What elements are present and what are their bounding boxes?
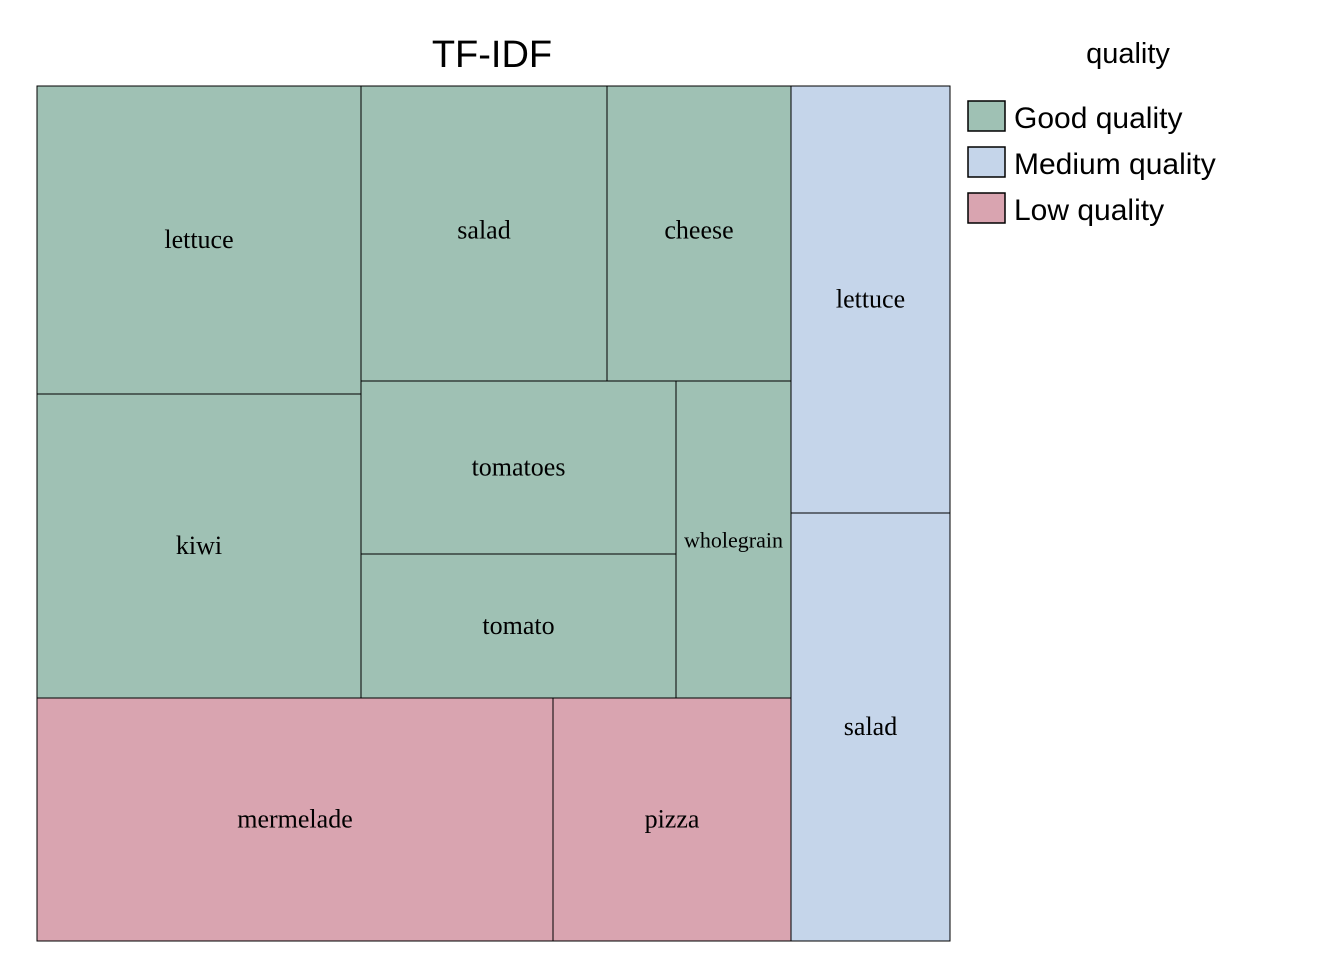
- tile-rect-good-kiwi: [36, 393, 362, 699]
- tile-label-good-cheese: cheese: [664, 216, 733, 245]
- tile-label-good-kiwi: kiwi: [176, 531, 222, 560]
- tile-rect-good-wholegrain: [675, 380, 792, 699]
- legend-label-good: Good quality: [1014, 102, 1182, 135]
- tile-label-medium-salad: salad: [844, 712, 897, 741]
- tile-good-salad: salad: [360, 85, 608, 382]
- tile-rect-low-mermelade: [36, 697, 554, 942]
- tile-label-good-lettuce: lettuce: [164, 225, 233, 254]
- legend-swatch-good: [967, 100, 1006, 132]
- legend-swatch-low: [967, 192, 1006, 224]
- legend-label-low: Low quality: [1014, 194, 1164, 227]
- legend-title: quality: [1086, 38, 1170, 70]
- tile-rect-good-tomato: [360, 553, 677, 699]
- tile-low-pizza: pizza: [552, 697, 792, 942]
- treemap-tiles: lettuce kiwi salad cheese tomatoes tomato whol…: [36, 85, 951, 942]
- tile-label-good-wholegrain: wholegrain: [684, 528, 783, 553]
- tile-good-wholegrain: wholegrain: [675, 380, 792, 699]
- tile-good-lettuce: lettuce: [36, 85, 362, 395]
- tile-label-good-salad: salad: [457, 216, 510, 245]
- tile-good-cheese: cheese: [606, 85, 792, 382]
- tile-label-medium-lettuce: lettuce: [836, 285, 905, 314]
- tile-good-kiwi: kiwi: [36, 393, 362, 699]
- tile-good-tomatoes: tomatoes: [360, 380, 677, 555]
- tile-label-low-mermelade: mermelade: [237, 805, 353, 834]
- tile-rect-good-cheese: [606, 85, 792, 382]
- legend-item-low: Low quality: [967, 192, 1164, 227]
- tile-low-mermelade: mermelade: [36, 697, 554, 942]
- tile-rect-good-salad: [360, 85, 608, 382]
- tile-label-good-tomato: tomato: [482, 611, 554, 640]
- tile-medium-lettuce: lettuce: [790, 85, 951, 514]
- tile-rect-low-pizza: [552, 697, 792, 942]
- tile-medium-salad: salad: [790, 512, 951, 942]
- tile-label-good-tomatoes: tomatoes: [472, 453, 566, 482]
- legend-swatch-medium: [967, 146, 1006, 178]
- legend-label-medium: Medium quality: [1014, 148, 1216, 181]
- tile-label-low-pizza: pizza: [645, 805, 700, 834]
- tile-rect-good-lettuce: [36, 85, 362, 395]
- legend-item-medium: Medium quality: [967, 146, 1216, 181]
- chart-title: TF-IDF: [432, 34, 552, 76]
- tile-rect-medium-lettuce: [790, 85, 951, 514]
- legend: quality Good quality Medium quality Low …: [967, 38, 1216, 227]
- tile-good-tomato: tomato: [360, 553, 677, 699]
- tile-rect-good-tomatoes: [360, 380, 677, 555]
- legend-item-good: Good quality: [967, 100, 1182, 135]
